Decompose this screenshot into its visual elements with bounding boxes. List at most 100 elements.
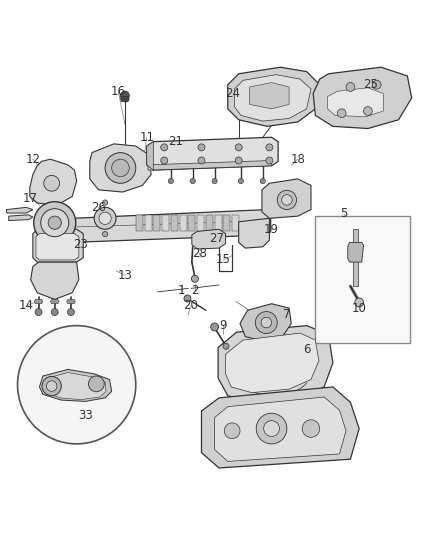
Bar xyxy=(145,215,152,231)
Circle shape xyxy=(44,175,60,191)
Circle shape xyxy=(51,309,58,316)
Circle shape xyxy=(48,216,61,229)
Text: 2: 2 xyxy=(191,284,199,297)
Text: 10: 10 xyxy=(352,302,367,314)
Text: 15: 15 xyxy=(216,253,231,266)
Polygon shape xyxy=(50,300,59,304)
Circle shape xyxy=(94,207,116,229)
Polygon shape xyxy=(240,304,291,341)
Polygon shape xyxy=(33,227,83,262)
Polygon shape xyxy=(348,243,364,262)
Polygon shape xyxy=(31,262,79,300)
Text: 27: 27 xyxy=(209,231,224,245)
Circle shape xyxy=(161,157,168,164)
Text: 21: 21 xyxy=(168,135,183,148)
Text: 9: 9 xyxy=(219,319,227,332)
Circle shape xyxy=(346,83,355,91)
Circle shape xyxy=(211,323,219,331)
Polygon shape xyxy=(67,300,75,304)
Text: 23: 23 xyxy=(74,238,88,251)
Text: 18: 18 xyxy=(290,152,305,166)
Bar xyxy=(215,215,222,231)
Circle shape xyxy=(266,157,273,164)
Text: 12: 12 xyxy=(25,152,40,166)
Polygon shape xyxy=(215,397,346,462)
Text: 14: 14 xyxy=(19,300,34,312)
Text: 16: 16 xyxy=(111,85,126,98)
Circle shape xyxy=(235,144,242,151)
Text: 5: 5 xyxy=(340,207,347,221)
Circle shape xyxy=(102,200,108,205)
Circle shape xyxy=(364,107,372,115)
Polygon shape xyxy=(226,333,319,393)
Polygon shape xyxy=(218,326,333,402)
Polygon shape xyxy=(90,144,151,192)
Circle shape xyxy=(46,381,57,391)
Text: 25: 25 xyxy=(363,78,378,91)
Circle shape xyxy=(277,190,297,209)
Circle shape xyxy=(184,295,191,302)
Circle shape xyxy=(34,201,76,244)
Bar xyxy=(188,215,195,231)
Polygon shape xyxy=(250,83,289,109)
Polygon shape xyxy=(30,159,77,205)
Bar xyxy=(197,215,204,231)
Polygon shape xyxy=(313,67,412,128)
Circle shape xyxy=(102,231,108,237)
Bar xyxy=(162,215,169,231)
Circle shape xyxy=(238,179,244,184)
Circle shape xyxy=(255,312,277,334)
Polygon shape xyxy=(36,233,79,260)
Circle shape xyxy=(99,212,111,224)
Polygon shape xyxy=(239,219,269,248)
Circle shape xyxy=(42,376,61,395)
Polygon shape xyxy=(39,369,112,401)
Circle shape xyxy=(67,309,74,316)
Text: 7: 7 xyxy=(283,308,291,321)
Bar xyxy=(232,215,239,231)
Polygon shape xyxy=(120,96,129,102)
Circle shape xyxy=(266,144,273,151)
Circle shape xyxy=(198,144,205,151)
Text: 17: 17 xyxy=(23,192,38,205)
Text: 26: 26 xyxy=(91,201,106,214)
Circle shape xyxy=(18,326,136,444)
Circle shape xyxy=(41,209,69,237)
Circle shape xyxy=(282,195,292,205)
Circle shape xyxy=(35,309,42,316)
Circle shape xyxy=(302,420,320,437)
Polygon shape xyxy=(72,209,271,243)
Text: 20: 20 xyxy=(183,300,198,312)
Bar xyxy=(353,229,358,286)
Circle shape xyxy=(337,109,346,118)
Polygon shape xyxy=(192,229,226,249)
Text: 28: 28 xyxy=(192,247,207,260)
Text: 13: 13 xyxy=(117,269,132,282)
Bar xyxy=(206,215,213,231)
Circle shape xyxy=(212,179,217,184)
Text: 1: 1 xyxy=(178,284,186,297)
Bar xyxy=(180,215,187,231)
Polygon shape xyxy=(147,142,153,170)
Polygon shape xyxy=(7,207,33,213)
Bar xyxy=(223,215,230,231)
Polygon shape xyxy=(328,88,383,117)
Bar xyxy=(315,216,410,343)
Circle shape xyxy=(198,157,205,164)
Polygon shape xyxy=(148,160,272,170)
Text: 24: 24 xyxy=(225,87,240,100)
Text: 11: 11 xyxy=(139,131,154,144)
Circle shape xyxy=(88,376,104,392)
Circle shape xyxy=(224,423,240,439)
Circle shape xyxy=(223,343,229,349)
Bar xyxy=(136,215,143,231)
Circle shape xyxy=(168,179,173,184)
Circle shape xyxy=(372,80,381,89)
Circle shape xyxy=(355,298,364,307)
Circle shape xyxy=(261,317,272,328)
Polygon shape xyxy=(34,300,43,304)
Polygon shape xyxy=(147,138,278,170)
Polygon shape xyxy=(228,67,320,126)
Polygon shape xyxy=(201,387,359,468)
Circle shape xyxy=(260,179,265,184)
